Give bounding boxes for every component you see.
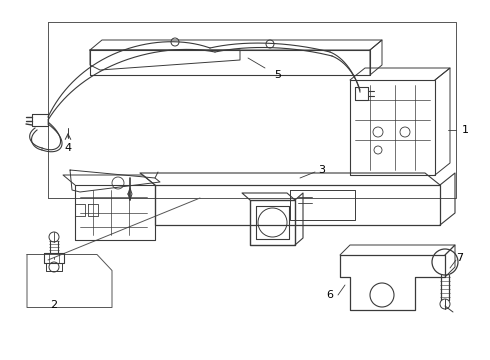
Text: 5: 5 <box>274 70 281 80</box>
Text: 4: 4 <box>65 143 72 153</box>
Text: 7: 7 <box>457 253 464 263</box>
Text: 3: 3 <box>318 165 325 175</box>
Text: 6: 6 <box>326 290 334 300</box>
Text: 1: 1 <box>462 125 468 135</box>
Text: 2: 2 <box>50 300 57 310</box>
